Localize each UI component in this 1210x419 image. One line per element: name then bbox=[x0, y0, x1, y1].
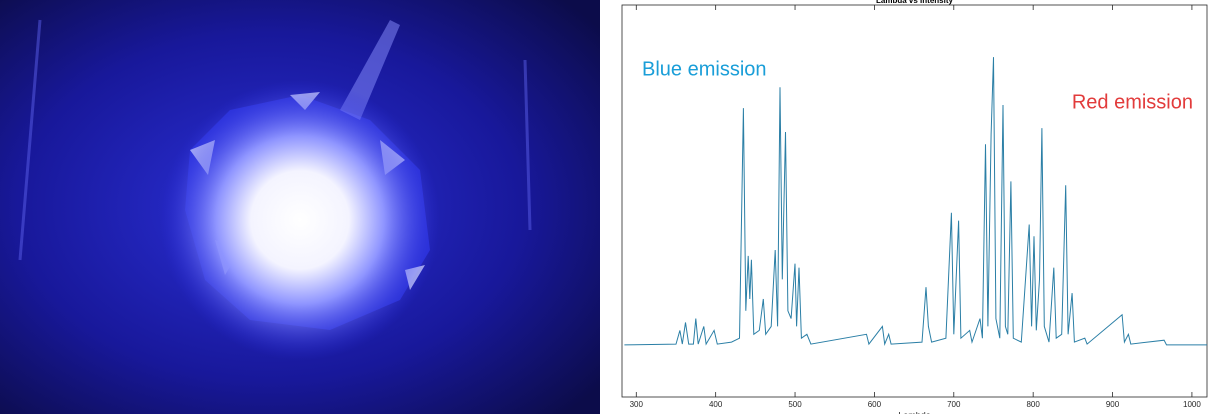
x-axis-label: Lambda bbox=[898, 410, 931, 414]
x-tick-label: 500 bbox=[788, 400, 802, 409]
x-tick-label: 600 bbox=[868, 400, 882, 409]
x-tick-label: 800 bbox=[1026, 400, 1040, 409]
spectrum-line bbox=[624, 57, 1207, 347]
x-tick-label: 400 bbox=[709, 400, 723, 409]
x-tick-label: 1000 bbox=[1183, 400, 1201, 409]
annotation: Red emission bbox=[1072, 91, 1193, 113]
x-tick-label: 700 bbox=[947, 400, 961, 409]
chart-title: Lambda vs Intensity bbox=[876, 0, 953, 5]
x-tick-label: 900 bbox=[1106, 400, 1120, 409]
plot-area bbox=[621, 4, 1208, 398]
annotation: Blue emission bbox=[642, 58, 767, 80]
plasma-photo bbox=[0, 0, 600, 414]
x-tick-label: 300 bbox=[630, 400, 644, 409]
